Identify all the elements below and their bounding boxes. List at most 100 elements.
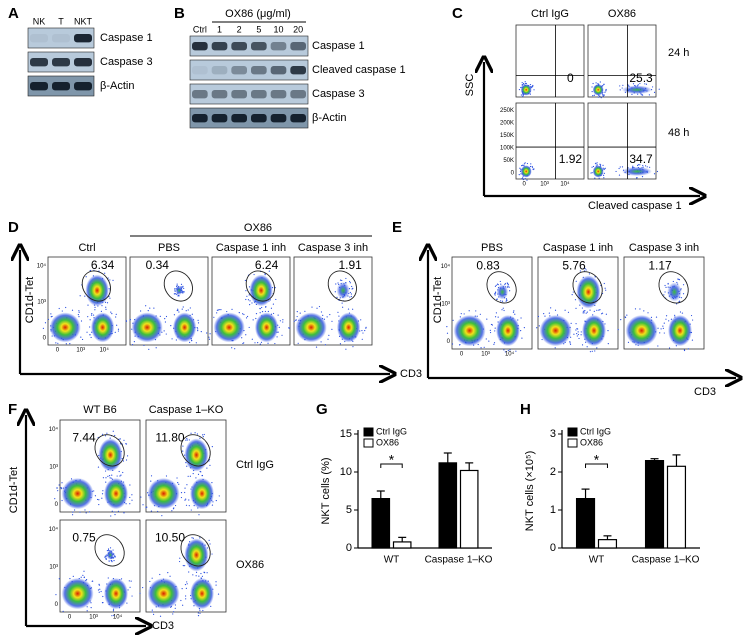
density-cluster: [61, 577, 94, 610]
density-cluster: [622, 166, 652, 176]
event-dot: [657, 327, 659, 329]
event-dot: [177, 482, 179, 484]
event-dot: [338, 315, 340, 317]
event-dot: [84, 295, 86, 297]
panel-label: G: [316, 401, 328, 418]
event-dot: [598, 177, 600, 179]
event-dot: [155, 347, 157, 349]
blot-band: [52, 34, 70, 43]
column-header: Ctrl IgG: [531, 8, 569, 20]
event-dot: [603, 172, 605, 175]
event-dot: [131, 499, 133, 501]
gate-percentage: 1.92: [559, 152, 583, 166]
event-dot: [570, 322, 572, 325]
row-label: 48 h: [668, 127, 689, 139]
event-dot: [575, 323, 577, 325]
event-dot: [145, 507, 147, 509]
event-dot: [589, 351, 592, 353]
event-dot: [251, 338, 253, 340]
event-dot: [252, 319, 254, 321]
event-dot: [569, 343, 572, 345]
gate-percentage: 0: [567, 71, 574, 85]
event-dot: [254, 342, 256, 344]
event-dot: [244, 279, 246, 282]
significance-star: *: [594, 452, 600, 468]
event-dot: [151, 609, 153, 611]
band-label: Caspase 3: [100, 56, 153, 68]
event-dot: [47, 318, 50, 321]
event-dot: [463, 313, 465, 315]
column-header: WT B6: [83, 404, 116, 416]
event-dot: [576, 332, 578, 335]
event-dot: [69, 578, 71, 580]
gate-percentage: 0.83: [476, 258, 500, 272]
event-dot: [599, 95, 601, 97]
gate: [180, 534, 211, 567]
gate: [81, 270, 111, 302]
event-dot: [72, 575, 74, 577]
event-dot: [592, 95, 594, 97]
event-dot: [197, 612, 199, 614]
event-dot: [211, 446, 213, 448]
event-dot: [102, 477, 105, 479]
event-dot: [98, 503, 100, 506]
event-dot: [665, 286, 667, 289]
event-dot: [576, 328, 578, 330]
event-dot: [676, 303, 678, 305]
event-dot: [567, 311, 570, 313]
event-dot: [526, 162, 529, 165]
blot-band: [52, 58, 70, 67]
event-dot: [246, 295, 248, 297]
event-dot: [164, 318, 166, 320]
treatment-label: OX86 (μg/ml): [225, 8, 291, 20]
gate-percentage: 10.50: [155, 531, 185, 545]
event-dot: [288, 327, 291, 329]
event-dot: [171, 510, 173, 512]
event-dot: [197, 322, 200, 324]
event-dot: [529, 165, 532, 168]
event-dot: [129, 484, 131, 486]
event-dot: [575, 307, 577, 309]
y-tick-label: 10: [340, 466, 352, 478]
event-dot: [607, 342, 609, 345]
event-dot: [513, 310, 515, 312]
event-dot: [211, 553, 213, 555]
event-dot: [603, 83, 605, 86]
event-dot: [191, 537, 193, 539]
event-dot: [195, 575, 197, 577]
axis-tick-label: 0: [56, 348, 60, 354]
event-dot: [58, 578, 60, 580]
event-dot: [129, 319, 131, 321]
event-dot: [550, 307, 552, 309]
event-dot: [173, 314, 176, 316]
event-dot: [277, 314, 279, 316]
event-dot: [593, 94, 595, 96]
gate: [94, 434, 125, 467]
event-dot: [261, 306, 263, 309]
event-dot: [190, 509, 192, 511]
event-dot: [494, 294, 496, 296]
bar: [644, 460, 665, 549]
event-dot: [91, 580, 93, 582]
panel-label: C: [452, 5, 463, 22]
axis-tick-label: 10³: [481, 352, 490, 358]
blot-band: [270, 66, 287, 75]
event-dot: [115, 313, 117, 315]
density-cluster: [295, 312, 327, 343]
event-dot: [182, 292, 184, 294]
y-axis-label: SSC: [464, 74, 476, 97]
event-dot: [569, 341, 571, 343]
event-dot: [585, 312, 587, 314]
event-dot: [179, 557, 181, 559]
event-dot: [494, 330, 496, 332]
event-dot: [522, 178, 525, 181]
event-dot: [69, 343, 71, 345]
event-dot: [206, 572, 208, 574]
event-dot: [531, 165, 533, 168]
density-cluster: [184, 538, 209, 572]
bar: [459, 469, 479, 549]
density-cluster: [49, 312, 81, 343]
flow-density: [536, 267, 609, 353]
axis-tick-label: 0: [522, 182, 526, 188]
